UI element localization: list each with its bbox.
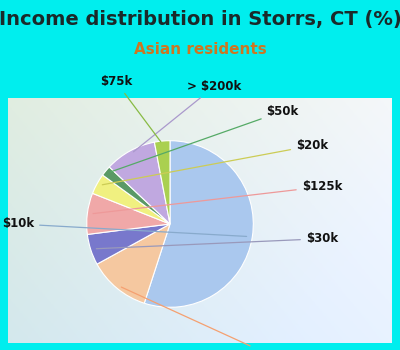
Wedge shape <box>109 142 170 224</box>
Text: $50k: $50k <box>111 105 299 172</box>
Wedge shape <box>154 141 170 224</box>
Wedge shape <box>97 224 170 303</box>
Wedge shape <box>87 224 170 264</box>
Wedge shape <box>103 167 170 224</box>
Wedge shape <box>92 175 170 224</box>
Text: $20k: $20k <box>102 139 328 185</box>
Text: > $200k: > $200k <box>134 80 241 152</box>
Text: $75k: $75k <box>100 75 161 142</box>
Text: $10k: $10k <box>2 217 246 236</box>
Text: Income distribution in Storrs, CT (%): Income distribution in Storrs, CT (%) <box>0 10 400 29</box>
Text: $30k: $30k <box>96 232 338 249</box>
Wedge shape <box>144 141 253 307</box>
Text: $150k: $150k <box>121 287 293 350</box>
Wedge shape <box>87 193 170 234</box>
Text: $125k: $125k <box>93 180 342 214</box>
Text: Asian residents: Asian residents <box>134 42 266 57</box>
